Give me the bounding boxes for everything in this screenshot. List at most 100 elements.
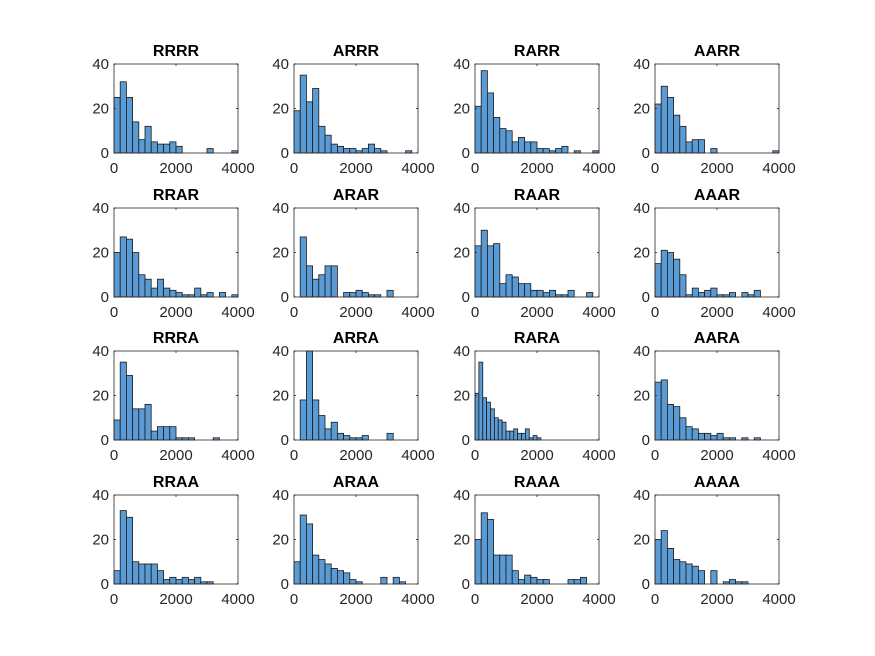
y-tick-label: 20 xyxy=(272,245,289,262)
histogram-bar xyxy=(505,430,511,441)
x-tick-label: 4000 xyxy=(221,447,254,464)
histogram-bar xyxy=(361,435,369,441)
histogram-bar xyxy=(679,417,687,441)
y-tick-label: 40 xyxy=(272,343,289,360)
histogram-bar xyxy=(336,570,344,585)
y-tick-label: 40 xyxy=(92,200,109,217)
histogram-bar xyxy=(132,561,140,585)
y-tick-label: 20 xyxy=(633,245,650,262)
histogram-bar xyxy=(478,361,484,441)
histogram-bar xyxy=(113,252,121,298)
histogram-bar xyxy=(169,576,177,585)
y-tick-label: 0 xyxy=(281,576,289,593)
histogram-bar xyxy=(181,576,189,585)
histogram-bar xyxy=(113,419,121,441)
histogram-bar xyxy=(474,105,482,154)
histogram-bar xyxy=(741,292,749,298)
histogram-bar xyxy=(530,576,538,585)
histogram-bar xyxy=(698,432,706,441)
y-tick-label: 40 xyxy=(92,56,109,73)
histogram-bar xyxy=(505,274,513,298)
histogram-bar xyxy=(474,392,480,441)
x-tick-label: 0 xyxy=(471,304,479,321)
histogram-bar xyxy=(126,516,134,585)
histogram-bar xyxy=(482,397,488,441)
y-tick-label: 40 xyxy=(92,487,109,504)
histogram-bar xyxy=(704,289,712,298)
y-tick-label: 0 xyxy=(101,289,109,306)
histogram-bar xyxy=(386,289,394,298)
histogram-bar xyxy=(305,101,313,154)
histogram-bar xyxy=(542,292,550,298)
histogram-bar xyxy=(312,88,320,154)
x-tick-label: 2000 xyxy=(159,304,192,321)
histogram-bar xyxy=(524,283,532,298)
histogram-bar xyxy=(299,236,307,298)
x-tick-label: 4000 xyxy=(401,304,434,321)
y-tick-label: 0 xyxy=(101,432,109,449)
panel-title: AAAA xyxy=(694,474,741,491)
histogram-bar xyxy=(536,579,544,585)
histogram-bar xyxy=(673,559,681,585)
y-tick-label: 20 xyxy=(272,101,289,118)
histogram-bar xyxy=(293,561,301,585)
panel-title: ARAR xyxy=(333,187,380,204)
x-tick-label: 2000 xyxy=(159,160,192,177)
histogram-bar xyxy=(567,289,575,298)
histogram-bar xyxy=(126,375,134,441)
x-tick-label: 4000 xyxy=(762,447,795,464)
histogram-bar xyxy=(175,145,183,154)
y-tick-label: 20 xyxy=(453,532,470,549)
histogram-bar xyxy=(312,399,320,441)
histogram-bar xyxy=(386,432,394,441)
y-tick-label: 0 xyxy=(642,432,650,449)
histogram-bar xyxy=(521,432,526,441)
panel-title: AARR xyxy=(694,43,741,60)
histogram-bar xyxy=(355,289,363,298)
histogram-bar xyxy=(474,539,482,585)
histogram-bar xyxy=(710,435,718,441)
y-tick-label: 40 xyxy=(633,56,650,73)
histogram-bar xyxy=(486,92,494,154)
histogram-bar xyxy=(480,512,488,585)
histogram-bar xyxy=(698,570,706,585)
histogram-panel: 0 2000 4000 0 20 40 RARA xyxy=(453,330,615,464)
histogram-bar xyxy=(324,134,332,154)
histogram-bar xyxy=(524,574,532,585)
histogram-panel: 0 2000 4000 0 20 40 AARR xyxy=(633,43,795,177)
panel-title: RAAR xyxy=(514,187,561,204)
histogram-bar xyxy=(474,245,482,298)
y-tick-label: 40 xyxy=(453,487,470,504)
histogram-bar xyxy=(509,430,515,441)
x-tick-label: 2000 xyxy=(520,304,553,321)
histogram-bar xyxy=(586,292,594,298)
histogram-bar xyxy=(343,572,351,585)
histogram-panel: 0 2000 4000 0 20 40 AARA xyxy=(633,330,795,464)
histogram-bar xyxy=(343,435,351,441)
histogram-bar xyxy=(305,350,313,441)
histogram-panel: 0 2000 4000 0 20 40 RARR xyxy=(453,43,615,177)
x-tick-label: 0 xyxy=(471,160,479,177)
x-tick-label: 0 xyxy=(110,591,118,608)
histogram-bar xyxy=(679,561,687,585)
histogram-bar xyxy=(119,361,127,441)
histogram-bar xyxy=(126,96,134,154)
x-tick-label: 4000 xyxy=(582,304,615,321)
histogram-bar xyxy=(349,579,357,585)
x-tick-label: 2000 xyxy=(339,591,372,608)
y-tick-label: 40 xyxy=(633,200,650,217)
histogram-bar xyxy=(654,381,662,441)
x-tick-label: 2000 xyxy=(159,447,192,464)
histogram-bar xyxy=(573,579,581,585)
histogram-bar xyxy=(392,576,400,585)
histogram-bar xyxy=(716,432,724,441)
histogram-bar xyxy=(305,265,313,298)
x-tick-label: 2000 xyxy=(700,591,733,608)
x-tick-label: 2000 xyxy=(520,447,553,464)
panel-title: AARA xyxy=(694,330,741,347)
histogram-bar xyxy=(561,145,569,154)
histogram-bar xyxy=(530,141,538,154)
histogram-bar xyxy=(380,576,388,585)
panel-title: RRRR xyxy=(153,43,200,60)
histogram-bar xyxy=(126,238,134,298)
